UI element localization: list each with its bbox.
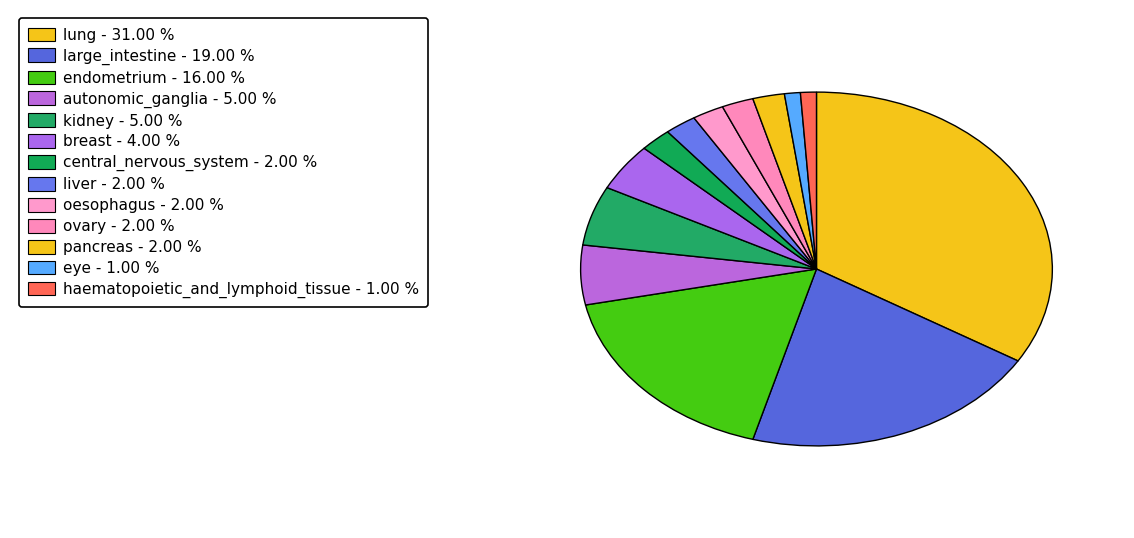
Wedge shape <box>607 148 816 269</box>
Wedge shape <box>694 107 816 269</box>
Wedge shape <box>816 92 1052 361</box>
Wedge shape <box>585 269 816 440</box>
Wedge shape <box>801 92 816 269</box>
Wedge shape <box>581 245 816 305</box>
Wedge shape <box>753 269 1018 446</box>
Wedge shape <box>785 93 816 269</box>
Wedge shape <box>722 98 816 269</box>
Wedge shape <box>668 118 816 269</box>
Wedge shape <box>644 132 816 269</box>
Wedge shape <box>753 94 816 269</box>
Legend: lung - 31.00 %, large_intestine - 19.00 %, endometrium - 16.00 %, autonomic_gang: lung - 31.00 %, large_intestine - 19.00 … <box>18 18 429 307</box>
Wedge shape <box>583 188 816 269</box>
